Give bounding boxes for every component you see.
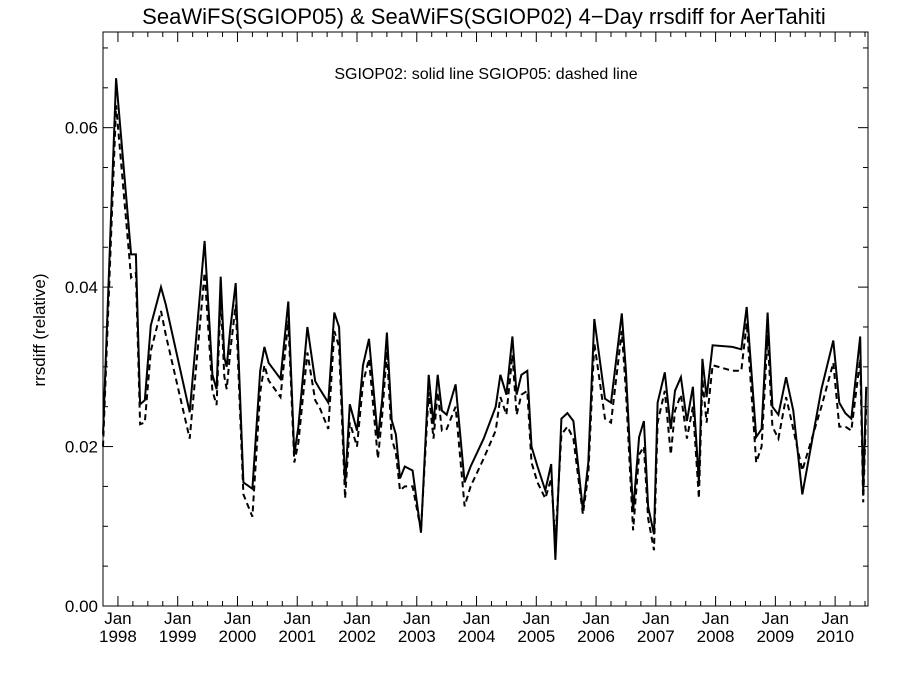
x-tick-label-month: Jan (164, 609, 191, 628)
y-tick-label: 0.00 (65, 597, 98, 616)
x-tick-label-month: Jan (821, 609, 848, 628)
y-tick-label: 0.02 (65, 438, 98, 457)
x-tick-label-year: 2006 (577, 627, 615, 646)
series-line-sgiop02 (102, 78, 868, 560)
x-tick-label-month: Jan (463, 609, 490, 628)
x-tick-label-month: Jan (582, 609, 609, 628)
plot-frame (102, 31, 869, 607)
series-line-sgiop05 (102, 105, 868, 551)
y-tick-label: 0.04 (65, 278, 98, 297)
x-tick-label-month: Jan (104, 609, 131, 628)
x-tick-label-year: 2005 (517, 627, 555, 646)
x-tick-label-year: 1998 (99, 627, 137, 646)
x-tick-label-month: Jan (762, 609, 789, 628)
x-tick-label-month: Jan (343, 609, 370, 628)
x-tick-label-year: 2007 (637, 627, 675, 646)
x-tick-label-year: 2003 (398, 627, 436, 646)
axis-ticks: 0.000.020.040.06Jan1998Jan1999Jan2000Jan… (65, 32, 868, 646)
x-tick-label-year: 2010 (816, 627, 854, 646)
x-tick-label-year: 2002 (338, 627, 376, 646)
y-tick-label: 0.06 (65, 119, 98, 138)
chart-title: SeaWiFS(SGIOP05) & SeaWiFS(SGIOP02) 4−Da… (142, 4, 826, 29)
x-tick-label-month: Jan (642, 609, 669, 628)
x-tick-label-month: Jan (284, 609, 311, 628)
y-axis-label: rrsdiff (relative) (30, 273, 49, 386)
x-tick-label-year: 2000 (219, 627, 257, 646)
x-tick-label-month: Jan (403, 609, 430, 628)
x-tick-label-month: Jan (523, 609, 550, 628)
x-tick-label-year: 2008 (697, 627, 735, 646)
x-tick-label-month: Jan (224, 609, 251, 628)
line-style-note: SGIOP02: solid line SGIOP05: dashed line (334, 66, 637, 83)
x-tick-label-year: 2004 (458, 627, 496, 646)
x-tick-label-year: 2001 (278, 627, 316, 646)
x-tick-label-year: 2009 (756, 627, 794, 646)
x-tick-label-year: 1999 (159, 627, 197, 646)
x-tick-label-month: Jan (702, 609, 729, 628)
series-layer (102, 78, 868, 560)
